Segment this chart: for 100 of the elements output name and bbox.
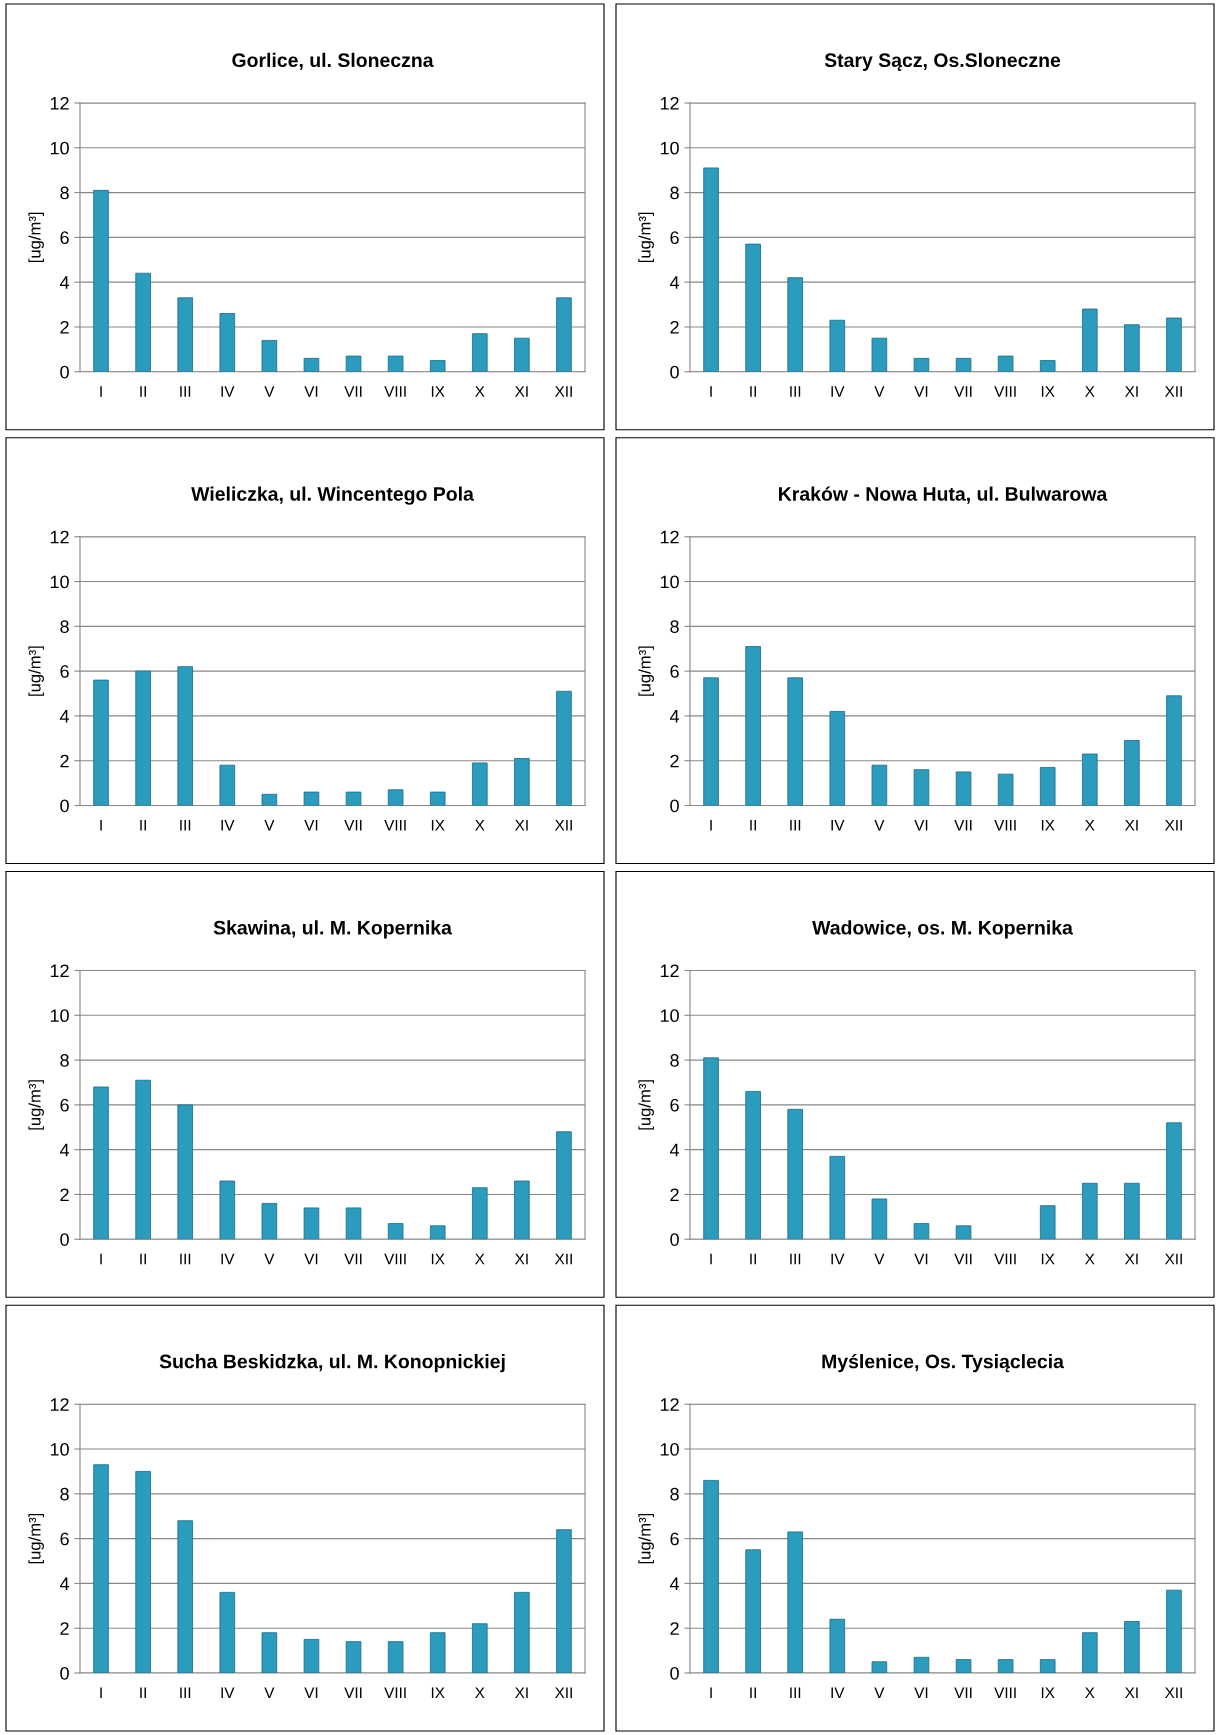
x-tick-label: II xyxy=(750,1253,756,1265)
bar xyxy=(1124,324,1140,372)
x-tick-label: XI xyxy=(515,1687,528,1698)
y-tick-label: 0 xyxy=(60,1233,69,1246)
x-tick-label: VIII xyxy=(384,1253,406,1265)
bar xyxy=(135,1471,151,1673)
bar xyxy=(387,1223,404,1240)
x-tick-label: I xyxy=(100,1253,102,1265)
bar xyxy=(177,1520,193,1673)
x-tick-label: V xyxy=(874,386,885,397)
x-tick-label: V xyxy=(874,1687,885,1698)
x-tick-label: IX xyxy=(431,1253,445,1265)
x-tick-label: IV xyxy=(221,1253,235,1265)
y-tick-label: 10 xyxy=(660,1009,679,1023)
bar xyxy=(829,319,846,372)
bar xyxy=(745,646,761,806)
bar xyxy=(829,1618,846,1673)
bar xyxy=(1039,767,1056,806)
x-tick-label: VIII xyxy=(994,1253,1016,1265)
x-tick-label: VII xyxy=(954,1687,972,1698)
y-tick-label: 6 xyxy=(670,665,679,678)
y-tick-label: 12 xyxy=(50,1398,69,1411)
y-tick-label: 2 xyxy=(670,1188,679,1201)
y-tick-label: 0 xyxy=(670,799,679,813)
y-axis-title: [ug/m³] xyxy=(638,1080,654,1130)
x-tick-label: X xyxy=(475,386,485,397)
bar xyxy=(219,764,236,806)
y-tick-label: 8 xyxy=(60,1487,69,1501)
x-tick-label: IV xyxy=(221,1687,235,1698)
bar xyxy=(997,1659,1014,1673)
chart-title: Skawina, ul. M. Kopernika xyxy=(213,920,453,939)
x-tick-label: IX xyxy=(1041,819,1055,831)
bar xyxy=(261,1203,278,1240)
y-tick-label: 6 xyxy=(670,1098,679,1112)
x-tick-label: III xyxy=(790,1253,801,1265)
bar xyxy=(1039,360,1056,372)
y-tick-label: 2 xyxy=(670,754,679,768)
x-tick-label: II xyxy=(140,1687,146,1698)
x-tick-label: VII xyxy=(344,819,362,831)
bar xyxy=(135,670,151,806)
x-tick-label: XII xyxy=(554,386,572,397)
bar xyxy=(1166,695,1182,806)
x-tick-label: X xyxy=(1085,819,1095,831)
x-tick-label: VI xyxy=(914,386,928,397)
y-axis-title: [ug/m³] xyxy=(28,1513,44,1564)
x-tick-label: IX xyxy=(431,386,445,397)
x-tick-label: XI xyxy=(515,819,528,831)
bar xyxy=(913,1656,930,1673)
x-tick-label: III xyxy=(790,819,801,831)
bar xyxy=(93,189,109,372)
bar xyxy=(345,355,362,372)
bar xyxy=(913,357,930,372)
bar xyxy=(913,1223,930,1240)
x-tick-label: V xyxy=(874,1253,885,1265)
x-tick-label: XII xyxy=(1164,1253,1182,1265)
bar xyxy=(745,243,761,372)
bar xyxy=(745,1091,761,1240)
y-tick-label: 4 xyxy=(669,1143,680,1157)
y-tick-label: 12 xyxy=(660,96,679,110)
x-tick-label: IV xyxy=(831,386,845,397)
x-tick-label: X xyxy=(1085,1253,1095,1265)
bar xyxy=(1124,740,1140,806)
x-tick-label: V xyxy=(264,1253,275,1265)
x-tick-label: I xyxy=(100,819,102,831)
y-tick-label: 0 xyxy=(670,1233,679,1246)
y-axis-title: [ug/m³] xyxy=(28,212,44,263)
x-tick-label: III xyxy=(180,386,191,397)
y-tick-label: 4 xyxy=(59,276,70,289)
x-tick-label: IV xyxy=(221,386,235,397)
bar xyxy=(955,1225,972,1240)
bar xyxy=(219,1591,236,1673)
bar xyxy=(429,1225,446,1240)
y-tick-label: 10 xyxy=(50,1442,69,1456)
bar xyxy=(93,679,109,806)
chart-title: Sucha Beskidzka, ul. M. Konopnickiej xyxy=(159,1354,505,1373)
x-tick-label: IV xyxy=(831,1687,845,1698)
x-tick-label: XI xyxy=(515,1253,528,1265)
x-tick-label: VI xyxy=(914,1687,928,1698)
bar xyxy=(1166,1589,1182,1673)
x-tick-label: XI xyxy=(1125,1687,1138,1698)
y-tick-label: 10 xyxy=(660,1442,679,1456)
y-axis-title: [ug/m³] xyxy=(28,1080,44,1130)
y-tick-label: 2 xyxy=(60,1622,69,1635)
y-tick-label: 12 xyxy=(660,964,679,978)
y-tick-label: 8 xyxy=(670,620,679,634)
x-tick-label: III xyxy=(790,1687,801,1698)
x-tick-label: I xyxy=(100,386,102,397)
bar xyxy=(514,758,530,806)
y-tick-label: 2 xyxy=(60,754,69,768)
bar xyxy=(556,690,572,806)
chart-title: Gorlice, ul. Sloneczna xyxy=(232,52,434,70)
bar xyxy=(177,666,193,806)
bar xyxy=(219,313,236,372)
bar xyxy=(787,1531,803,1673)
bar xyxy=(1082,753,1098,806)
bar xyxy=(387,789,404,806)
bar xyxy=(303,1638,320,1673)
y-axis-title: [ug/m³] xyxy=(28,646,44,696)
bar xyxy=(703,677,719,806)
chart-title: Kraków - Nowa Huta, ul. Bulwarowa xyxy=(779,486,1108,504)
